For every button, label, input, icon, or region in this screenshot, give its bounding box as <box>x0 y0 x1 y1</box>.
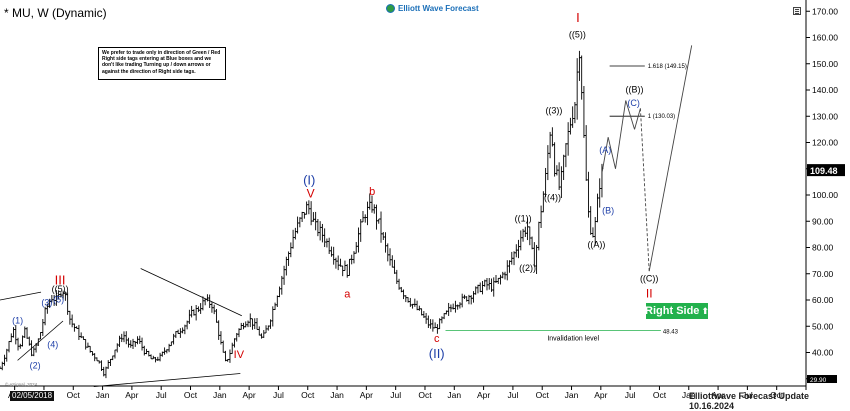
bottom-marker-label: 29.90 <box>810 377 827 384</box>
x-tick-label: Jul <box>156 390 167 400</box>
y-tick-label: 170.00 <box>812 6 838 16</box>
y-tick-label: 120.00 <box>812 138 838 148</box>
y-tick-label: 90.00 <box>812 216 834 226</box>
trading-note: We prefer to trade only in direction of … <box>98 47 226 80</box>
y-tick-label: 70.00 <box>812 269 834 279</box>
projection-line <box>634 108 641 130</box>
x-tick-label: Oct <box>301 390 315 400</box>
wave-b-red-label: b <box>369 186 375 198</box>
chart-menu-button[interactable] <box>793 7 801 15</box>
wave-4-blue-label: (4) <box>47 339 58 349</box>
x-tick-label: Apr <box>477 390 490 400</box>
y-tick-label: 140.00 <box>812 85 838 95</box>
last-price-tag-bg <box>807 164 845 177</box>
y-tick-label: 130.00 <box>812 111 838 121</box>
brand-logo: Elliott Wave Forecast <box>386 4 479 13</box>
y-tick-label: 40.00 <box>812 348 834 358</box>
wave-c-red-label: c <box>434 333 440 345</box>
wave-2-double-black-label: ((2)) <box>519 263 536 273</box>
copyright-text: © eSignal, 2024 <box>5 382 38 387</box>
arrow-up-icon: ⬆ <box>701 305 709 316</box>
x-tick-label: Oct <box>653 390 667 400</box>
wave-B-double-black-label: ((B)) <box>626 85 644 95</box>
wave-3-double-black-label: ((3)) <box>545 106 562 116</box>
y-tick-label: 50.00 <box>812 321 834 331</box>
invalidation-value-label: 48.43 <box>663 329 679 335</box>
wave-a-red-label: a <box>344 288 351 300</box>
triangle-upper-line <box>140 268 242 317</box>
last-price-tag: 109.48 <box>810 166 838 176</box>
wave-5-circled-double-label: ((5)) <box>52 284 69 294</box>
x-tick-label: Apr <box>360 390 373 400</box>
x-tick-label: Jan <box>330 390 344 400</box>
wave-3-blue-label: (3) <box>41 297 52 307</box>
projection-line <box>625 100 635 130</box>
wave-5-double-top-label: ((5)) <box>569 30 586 40</box>
x-tick-label: Jul <box>742 390 753 400</box>
x-tick-label: Jan <box>565 390 579 400</box>
wave-A-blue-label: (A) <box>599 145 611 155</box>
wave-IV-red-label: IV <box>234 349 245 361</box>
x-tick-label: Oct <box>536 390 550 400</box>
wave-4-double-black-label: ((4)) <box>544 192 561 202</box>
x-tick-label: Oct <box>184 390 198 400</box>
brand-name: Elliott Wave Forecast <box>398 4 479 13</box>
x-tick-label: Oct <box>418 390 432 400</box>
wave-III-lower-line <box>17 320 64 361</box>
wave-II-red-target-label: II <box>646 286 653 300</box>
y-tick-label: 160.00 <box>812 33 838 43</box>
wave-5-blue-label: (5) <box>53 295 64 305</box>
brand-logo-icon <box>386 4 395 13</box>
x-tick-label: Jul <box>507 390 518 400</box>
wave-2-blue-label: (2) <box>30 360 41 370</box>
1.618-level-label: 1.618 (149.15) <box>648 64 687 70</box>
wave-A-double-black-label: ((A)) <box>587 240 605 250</box>
x-tick-label: Apr <box>243 390 256 400</box>
wave-C-blue-label: (C) <box>627 98 640 108</box>
wave-III-upper-line <box>0 291 42 301</box>
update-footer: Elliottwave Forecast Update 10.16.2024 <box>689 391 810 411</box>
x-tick-label: Jul <box>625 390 636 400</box>
projection-line <box>601 137 609 172</box>
cursor-date-badge: 02/05/2018 <box>10 391 55 401</box>
x-tick-label: Jul <box>390 390 401 400</box>
x-tick-label: Jan <box>96 390 110 400</box>
projection-rally-line <box>648 45 693 272</box>
wave-1-double-black-label: ((1)) <box>515 213 532 223</box>
x-tick-label: Jul <box>273 390 284 400</box>
x-tick-label: Apr <box>711 390 724 400</box>
x-tick-label: Oct <box>67 390 81 400</box>
x-tick-label: Apr <box>594 390 607 400</box>
wave-1-blue-label: (1) <box>12 316 23 326</box>
wave-III-red-label: III <box>55 272 66 287</box>
x-tick-label: Jan <box>682 390 696 400</box>
y-tick-label: 150.00 <box>812 59 838 69</box>
right-side-label: Right Side <box>645 305 700 317</box>
wave-C-double-black-label: ((C)) <box>640 274 659 284</box>
y-tick-label: 80.00 <box>812 243 834 253</box>
1-level-label: 1 (130.03) <box>648 114 675 120</box>
projection-line <box>607 137 616 169</box>
bottom-marker-bg <box>807 375 837 384</box>
x-tick-label: Apr <box>125 390 138 400</box>
wave-V-red-label: V <box>307 187 315 201</box>
x-tick-label: Jan <box>213 390 227 400</box>
wave-B-blue-label: (B) <box>602 205 614 215</box>
x-tick-label: Jan <box>447 390 461 400</box>
chart-title: * MU, W (Dynamic) <box>4 6 107 20</box>
y-tick-label: 60.00 <box>812 295 834 305</box>
wave-II-blue-label: (II) <box>429 346 445 361</box>
y-tick-label: 100.00 <box>812 190 838 200</box>
projection-dashed-line <box>639 108 650 272</box>
x-tick-label: Oct <box>770 390 784 400</box>
projection-line <box>615 100 627 169</box>
right-side-tag: Right Side ⬆ <box>645 303 709 319</box>
wave-I-red-top-label: I <box>576 10 580 25</box>
triangle-lower-line <box>93 373 241 388</box>
wave-I-blue-label: (I) <box>303 173 315 188</box>
invalidation-label: Invalidation level <box>547 335 599 342</box>
